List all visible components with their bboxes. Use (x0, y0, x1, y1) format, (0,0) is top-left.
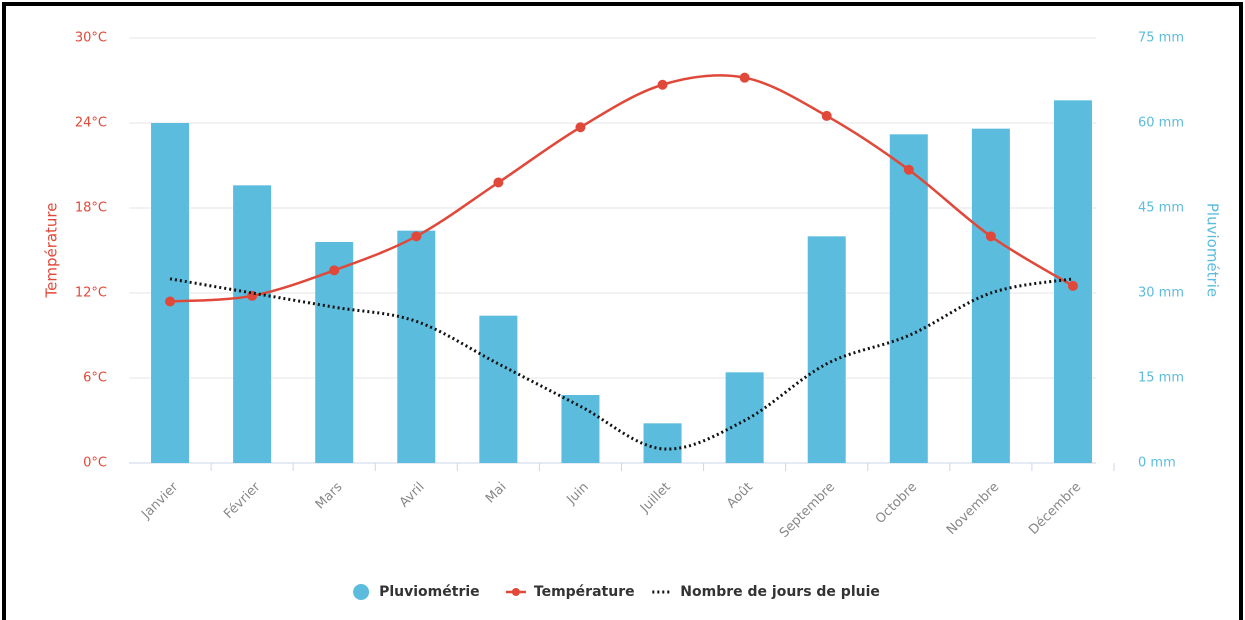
y-axis-title: Température (43, 202, 61, 298)
y2-tick-label: 30 mm (1138, 286, 1184, 301)
legend-label: Nombre de jours de pluie (680, 584, 880, 600)
x-tick-label: Septembre (777, 480, 838, 541)
bar (151, 123, 190, 463)
marker (985, 231, 996, 242)
bar (397, 230, 436, 463)
marker (411, 231, 422, 242)
marker (575, 122, 586, 133)
y2-tick-label: 15 mm (1138, 371, 1184, 386)
x-tick-label: Avril (397, 480, 428, 511)
line (169, 277, 1074, 451)
x-tick-label: Février (221, 479, 264, 522)
y2-axis-title: Pluviométrie (1204, 203, 1222, 297)
bar (643, 423, 682, 463)
bar (725, 372, 764, 463)
bar (233, 185, 272, 464)
line (169, 74, 1074, 303)
bar (971, 128, 1010, 463)
y-tick-label: 12°C (75, 286, 107, 301)
x-tick-label: Octobre (873, 480, 920, 527)
legend-swatch (353, 584, 370, 600)
bar (889, 134, 928, 464)
marker (821, 110, 832, 121)
x-tick-label: Mai (483, 480, 510, 507)
bar (807, 236, 846, 463)
x-tick-label: Juillet (637, 480, 674, 517)
y-tick-label: 6°C (83, 371, 107, 386)
y-tick-label: 0°C (83, 456, 107, 471)
x-tick-label: Novembre (944, 480, 1002, 538)
y-tick-label: 18°C (75, 201, 107, 216)
bar (479, 315, 518, 463)
x-tick-label: Janvier (138, 479, 181, 522)
bar (315, 242, 354, 463)
y-tick-label: 30°C (75, 31, 107, 46)
marker (493, 177, 504, 188)
legend-label: Pluviométrie (379, 584, 480, 600)
marker (165, 296, 176, 307)
marker (903, 164, 914, 175)
x-tick-label: Août (724, 480, 756, 512)
marker (657, 79, 668, 90)
y2-tick-label: 75 mm (1138, 31, 1184, 46)
y2-tick-label: 60 mm (1138, 116, 1184, 131)
marker (329, 265, 340, 276)
y2-tick-label: 0 mm (1138, 456, 1176, 471)
bar (561, 395, 600, 463)
x-tick-label: Décembre (1026, 480, 1084, 538)
legend-swatch (511, 588, 520, 596)
marker (1067, 280, 1078, 291)
x-tick-label: Juin (564, 480, 592, 508)
y2-tick-label: 45 mm (1138, 201, 1184, 216)
marker (739, 72, 750, 83)
legend-label: Température (534, 584, 635, 600)
y-tick-label: 24°C (75, 116, 107, 131)
x-tick-label: Mars (313, 480, 346, 513)
